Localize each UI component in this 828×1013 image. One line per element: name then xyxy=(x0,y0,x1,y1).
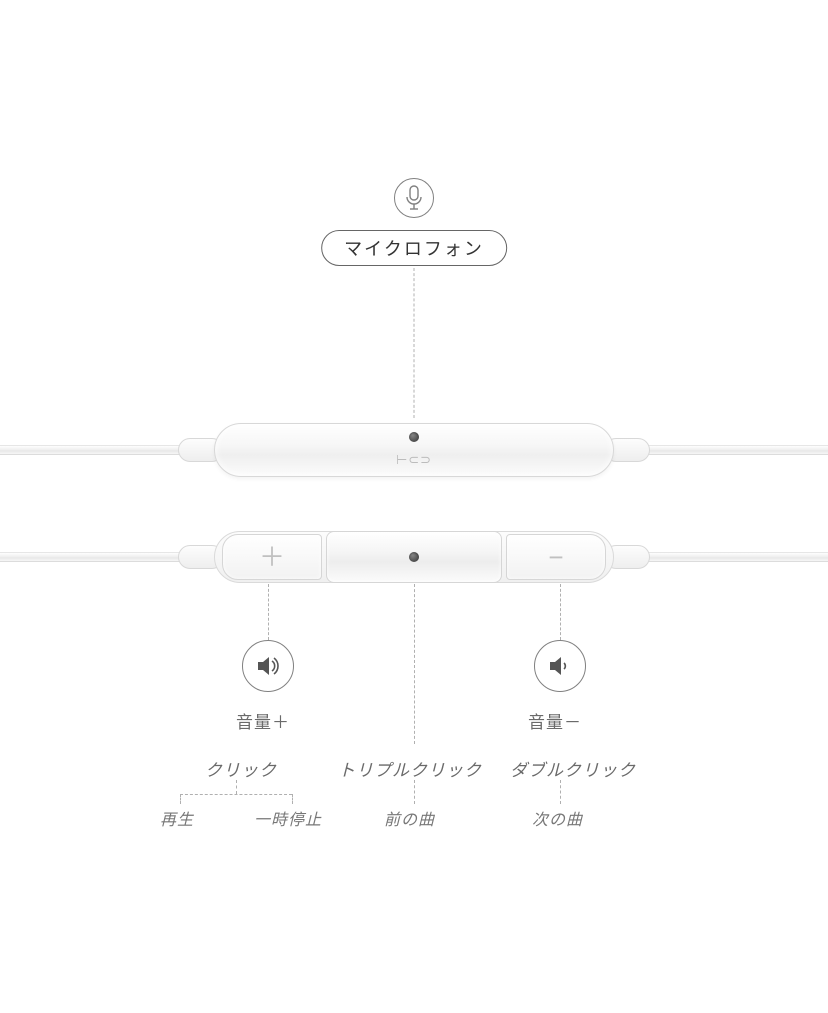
leader-click-stem xyxy=(236,780,237,794)
leader-minus xyxy=(560,584,561,640)
microphone-label: マイクロフォン xyxy=(344,239,484,259)
label-next: 次の曲 xyxy=(532,806,583,830)
leader-plus xyxy=(268,584,269,640)
volume-up-button: ＋ xyxy=(222,534,322,580)
diagram-canvas: マイクロフォン ⊢⊂⊃ ＋ − 音量＋ 音量－ xyxy=(0,0,828,1013)
label-prev: 前の曲 xyxy=(384,806,435,830)
microphone-label-pill: マイクロフォン xyxy=(321,230,507,266)
speaker-plus-icon xyxy=(242,640,294,692)
label-vol-down: 音量－ xyxy=(528,708,582,733)
label-click: クリック xyxy=(205,756,277,781)
leader-double-stem xyxy=(560,780,561,804)
remote-mic-view: ⊢⊂⊃ xyxy=(214,423,614,477)
leader-triple-stem xyxy=(414,780,415,804)
microphone-icon xyxy=(394,178,434,218)
label-play: 再生 xyxy=(160,806,194,830)
leader-mic xyxy=(414,268,415,418)
speaker-minus-icon xyxy=(534,640,586,692)
center-mic-hole xyxy=(409,552,419,562)
leader-center xyxy=(414,584,415,744)
plus-icon: ＋ xyxy=(259,544,285,570)
label-vol-up: 音量＋ xyxy=(236,708,290,733)
center-button xyxy=(326,531,502,583)
leader-click-br xyxy=(292,794,293,804)
label-triple-click: トリプルクリック xyxy=(338,756,482,781)
label-double-click: ダブルクリック xyxy=(510,756,636,781)
leader-click-branch xyxy=(180,794,292,795)
label-pause: 一時停止 xyxy=(254,806,322,830)
mic-engrave-glyph: ⊢⊂⊃ xyxy=(396,452,432,468)
leader-click-bl xyxy=(180,794,181,804)
mic-hole xyxy=(409,432,419,442)
volume-down-button: − xyxy=(506,534,606,580)
minus-icon: − xyxy=(548,544,563,570)
